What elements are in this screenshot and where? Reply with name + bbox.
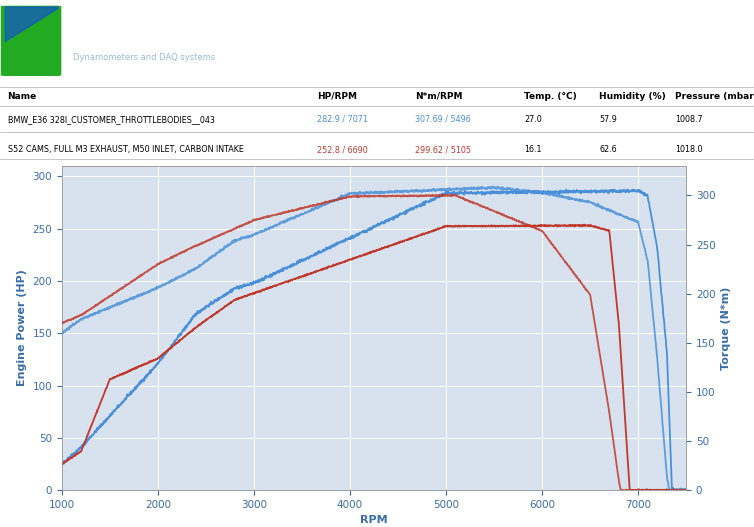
Text: BMW_E36 328I_CUSTOMER_THROTTLEBODIES__043: BMW_E36 328I_CUSTOMER_THROTTLEBODIES__04… (8, 115, 214, 124)
Text: HP/RPM: HP/RPM (317, 92, 357, 101)
Text: Temp. (°C): Temp. (°C) (524, 92, 577, 101)
Text: 307.69 / 5496: 307.69 / 5496 (415, 115, 470, 124)
Text: 252.8 / 6690: 252.8 / 6690 (317, 145, 367, 154)
Y-axis label: Torque (N*m): Torque (N*m) (721, 286, 731, 370)
FancyBboxPatch shape (1, 6, 61, 76)
Text: Pressure (mbar): Pressure (mbar) (675, 92, 754, 101)
Text: 1008.7: 1008.7 (675, 115, 703, 124)
X-axis label: RPM: RPM (360, 515, 388, 525)
Text: SportDevices: SportDevices (72, 17, 219, 36)
Text: Dynamometers and DAQ systems: Dynamometers and DAQ systems (72, 53, 215, 62)
Text: N*m/RPM: N*m/RPM (415, 92, 462, 101)
Text: S52 CAMS, FULL M3 EXHAUST, M50 INLET, CARBON INTAKE: S52 CAMS, FULL M3 EXHAUST, M50 INLET, CA… (8, 145, 244, 154)
Y-axis label: Engine Power (HP): Engine Power (HP) (17, 270, 27, 386)
Text: 62.6: 62.6 (599, 145, 617, 154)
Text: 16.1: 16.1 (524, 145, 541, 154)
Text: 282.9 / 7071: 282.9 / 7071 (317, 115, 367, 124)
Text: 1018.0: 1018.0 (675, 145, 702, 154)
Text: Name: Name (8, 92, 37, 101)
Text: Humidity (%): Humidity (%) (599, 92, 667, 101)
Text: 299.62 / 5105: 299.62 / 5105 (415, 145, 470, 154)
Text: 57.9: 57.9 (599, 115, 618, 124)
Text: 27.0: 27.0 (524, 115, 542, 124)
